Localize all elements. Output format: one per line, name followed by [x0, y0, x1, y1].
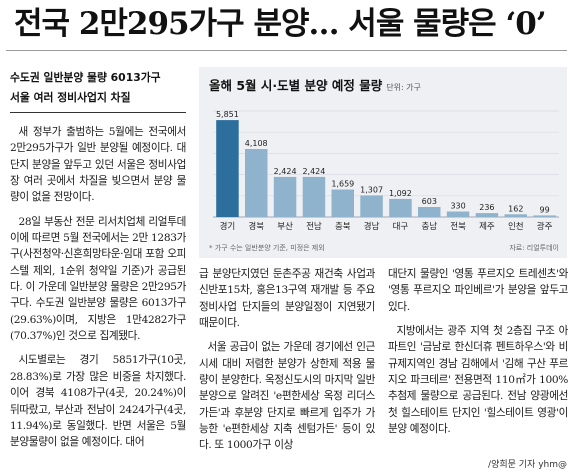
chart-value-label: 5,851: [216, 110, 239, 119]
article-paragraph: 대단지 물량인 '영통 푸르지오 트레센츠'와 '영통 푸르지오 파인베르'가 …: [388, 268, 568, 313]
subheadline-line-1: 수도권 일반분양 물량 6013가구: [10, 71, 161, 84]
chart-value-label: 2,424: [302, 167, 325, 176]
chart-bar: [504, 214, 527, 217]
chart-note: * 가구 수는 일반분양 기준, 미정은 제외: [209, 244, 325, 252]
chart-value-label: 1,659: [331, 180, 354, 189]
article-column-2: 급 분양단지였던 둔촌주공 재건축 사업과 신반포15차, 홍은13구역 재개발…: [199, 266, 375, 472]
chart-category-label: 경남: [364, 221, 380, 232]
headline: 전국 2만295가구 분양… 서울 물량은 ‘0’: [14, 6, 547, 42]
subheadline: 수도권 일반분양 물량 6013가구 서울 여러 정비사업지 차질: [10, 68, 186, 108]
byline: /양희문 기자 yhm@: [488, 460, 567, 470]
subheadline-rule: [10, 112, 186, 113]
chart-value-label: 330: [450, 202, 465, 211]
chart-category-label: 전남: [306, 221, 322, 232]
article-paragraph: 급 분양단지였던 둔촌주공 재건축 사업과 신반포15차, 홍은13구역 재개발…: [199, 268, 375, 330]
chart-value-label: 603: [422, 197, 437, 206]
chart-value-label: 1,092: [389, 189, 412, 198]
chart-category-label: 대구: [393, 222, 409, 232]
article-paragraph: 28일 부동산 전문 리서치업체 리얼투데이에 따르면 5월 전국에서는 2만 …: [10, 215, 186, 343]
chart-bar: [475, 213, 499, 217]
article-paragraph: 새 정부가 출범하는 5월에는 전국에서 2만295가구가 일반 분양될 예정이…: [10, 126, 186, 204]
bar-chart: 5,851 경기 4,108 경북 2,424 부산 2,424 전남 1,659 충북 1,307…: [213, 110, 559, 232]
chart-bar: [273, 176, 297, 217]
chart-bar: [302, 176, 326, 217]
chart-title: 올해 5월 시·도별 분양 예정 물량 단위: 가구: [209, 78, 421, 93]
chart-category-label: 경북: [248, 221, 264, 232]
chart-bar: [331, 189, 354, 217]
subheadline-line-2: 서울 여러 정비사업지 차질: [10, 91, 131, 104]
chart-bar: [389, 198, 412, 217]
article-paragraph: 서울 공급이 없는 가운데 경기에선 인근 시세 대비 저렴한 분양가 상한제 …: [199, 341, 375, 452]
chart-category-label: 제주: [479, 222, 495, 232]
chart-bar: [245, 149, 268, 217]
chart-bar: [533, 215, 556, 217]
chart-category-label: 전북: [450, 221, 466, 232]
chart-value-label: 99: [540, 205, 550, 214]
chart-panel: 올해 5월 시·도별 분양 예정 물량 단위: 가구 5,851 경기 4,108 경북…: [199, 67, 567, 258]
article-paragraph: 시도별로는 경기 5851가구(10곳, 28.83%)로 가장 많은 비중을 …: [10, 354, 186, 449]
chart-bar: [360, 195, 383, 217]
chart-unit: 단위: 가구: [386, 83, 421, 92]
chart-value-label: 236: [479, 203, 494, 212]
article-column-3: 대단지 물량인 '영통 푸르지오 트레센츠'와 '영통 푸르지오 파인베르'가 …: [388, 266, 568, 462]
chart-category-label: 경기: [220, 221, 236, 232]
chart-category-label: 충남: [421, 222, 437, 232]
chart-category-label: 충북: [335, 222, 351, 232]
chart-source: 자료: 리얼투데이: [509, 244, 559, 252]
chart-category-label: 부산: [277, 221, 293, 232]
chart-bar: [216, 120, 239, 217]
chart-value-label: 4,108: [245, 139, 268, 148]
chart-bar: [418, 207, 441, 217]
chart-value-label: 2,424: [274, 167, 297, 176]
chart-value-label: 162: [508, 204, 523, 213]
chart-value-label: 1,307: [360, 185, 383, 194]
headline-rule: [6, 50, 567, 51]
article-column-1: 새 정부가 출범하는 5월에는 전국에서 2만295가구가 일반 분양될 예정이…: [10, 124, 186, 470]
chart-category-label: 인천: [508, 221, 524, 232]
article-paragraph: 지방에서는 광주 지역 첫 2층집 구조 아파트인 '금남로 한신더휴 펜트하우…: [388, 325, 568, 436]
chart-category-label: 광주: [537, 221, 553, 232]
chart-bar: [446, 211, 470, 217]
